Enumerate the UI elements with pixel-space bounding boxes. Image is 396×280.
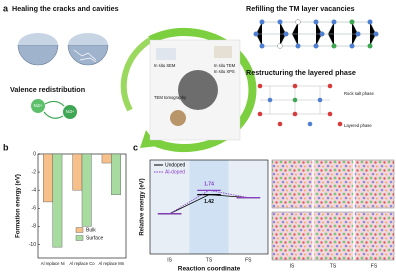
heading: Healing the cracks and cavities (12, 4, 119, 13)
y-tick-label: 0 (33, 151, 36, 157)
structures (271, 159, 395, 261)
technique: TEM tomography (154, 95, 187, 100)
energy-path (169, 194, 249, 215)
legend-swatch (75, 227, 84, 233)
legend-swatch (75, 235, 84, 241)
y-tick-label: -8 (32, 224, 37, 230)
technique: In situ XPS (214, 69, 235, 74)
y-tick-label: -6 (32, 206, 37, 212)
cycle (120, 28, 257, 152)
structure-label: FS (371, 263, 378, 269)
x-tick-label: Al replace Co (69, 261, 95, 266)
legend-label: Bulk (86, 227, 96, 233)
x-tick-label: Al replace Mn (99, 261, 125, 266)
heading: Valence redistribution (10, 85, 85, 94)
bar (111, 153, 121, 195)
bar (43, 153, 53, 203)
x-tick-label: IS (167, 257, 172, 263)
value-label: 1.42 (204, 199, 214, 205)
phase-label: Rock salt phase (344, 91, 374, 96)
x-tick-label: Al replace Ni (41, 261, 65, 266)
y-tick-label: -10 (29, 242, 36, 248)
bar (81, 153, 92, 227)
valence-icon (31, 99, 77, 119)
phase-label: Layered phase (344, 123, 372, 128)
heading: Refilling the TM layer vacancies (246, 4, 355, 13)
panel-label: c (133, 142, 138, 152)
ion-label: Ni2+ (34, 103, 43, 108)
technique: In situ TEM (214, 63, 236, 68)
panel-label: a (3, 3, 9, 13)
phases (257, 83, 343, 127)
panel-label: b (3, 142, 9, 152)
y-tick-label: -2 (32, 169, 37, 175)
y-axis-title: Relative energy (eV) (140, 178, 146, 235)
bar (101, 153, 112, 164)
x-tick-label: FS (245, 257, 252, 263)
legend-label: Undoped (165, 162, 186, 168)
legend-label: Al-doped (165, 169, 185, 175)
bar (52, 153, 63, 248)
value-label: 1.74 (204, 182, 214, 188)
energy-path (169, 189, 249, 215)
plot-frame (149, 159, 269, 255)
ion-label: Ni3+ (66, 109, 75, 114)
structure-label: IS (290, 263, 295, 269)
state-band (189, 160, 229, 254)
y-tick-label: -4 (32, 188, 37, 194)
heading: Restructuring the layered phase (246, 68, 356, 77)
state-band (228, 160, 268, 254)
lattice (253, 19, 379, 49)
bar (72, 153, 83, 191)
x-axis-title: Reaction coordinate (178, 266, 241, 273)
x-tick-label: TS (206, 257, 213, 263)
legend-label: Surface (86, 235, 103, 241)
structure-label: TS (330, 263, 337, 269)
technique: In situ SEM (154, 63, 176, 68)
y-axis-title: Formation energy (eV) (16, 174, 22, 238)
particles (17, 33, 109, 66)
